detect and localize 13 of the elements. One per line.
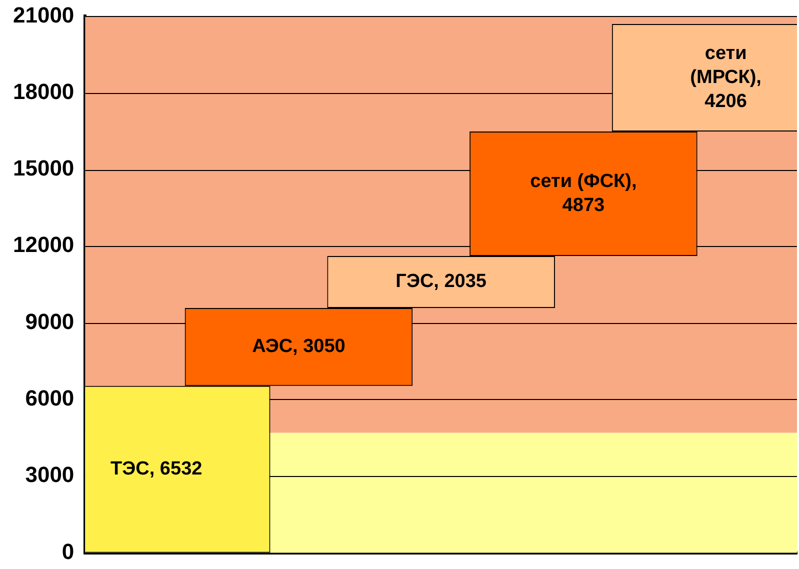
y-tick-label: 18000 — [12, 78, 74, 104]
y-tick-label: 6000 — [25, 386, 74, 411]
data-label: сети (МРСК), 4206 — [690, 42, 762, 112]
y-tick-label: 3000 — [25, 462, 74, 488]
y-tick-label: 21000 — [12, 2, 74, 28]
y-tick-label: 9000 — [25, 308, 74, 334]
y-tick-label: 12000 — [12, 232, 74, 258]
data-label: сети (ФСК), 4873 — [530, 170, 637, 216]
data-label: АЭС, 3050 — [252, 336, 346, 358]
y-tick-label: 0 — [62, 538, 74, 564]
data-label: ГЭС, 2035 — [396, 271, 487, 292]
data-label: ТЭС, 6532 — [110, 458, 202, 480]
y-tick-label: 15000 — [12, 156, 74, 181]
